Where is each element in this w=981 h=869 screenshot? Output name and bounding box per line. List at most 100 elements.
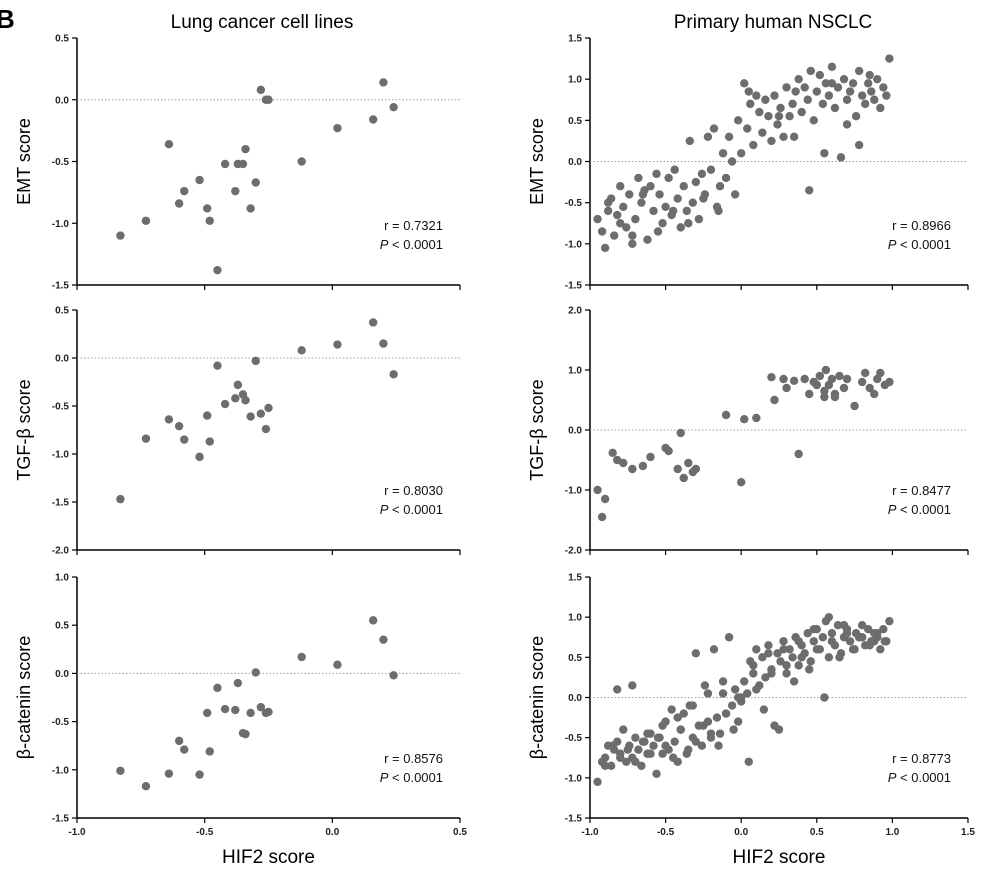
data-point xyxy=(297,157,306,166)
data-point xyxy=(673,713,682,722)
data-point xyxy=(744,757,753,766)
data-point xyxy=(593,777,602,787)
data-point xyxy=(860,99,870,109)
data-point xyxy=(203,204,212,213)
data-point xyxy=(805,389,814,399)
data-point xyxy=(839,621,849,630)
y-tick-label: 0.0 xyxy=(568,693,582,704)
data-point xyxy=(637,761,646,770)
data-point xyxy=(616,753,625,762)
data-point xyxy=(774,725,784,734)
data-point xyxy=(815,70,825,80)
data-point xyxy=(721,173,731,183)
data-point xyxy=(857,377,867,387)
data-point xyxy=(803,95,812,104)
data-point xyxy=(608,448,617,457)
data-point xyxy=(628,681,637,690)
scatter-plot-5: 1.0 0.5 0.0 -0.5 -1.0 -1.5 -1.0 -0.5 0.0 0.5 β-cat… xyxy=(14,573,467,869)
data-point xyxy=(658,721,667,730)
data-point xyxy=(845,637,855,646)
data-point xyxy=(776,657,785,666)
data-point xyxy=(241,396,250,405)
data-point xyxy=(600,753,610,762)
data-point xyxy=(699,721,708,730)
data-point xyxy=(368,318,378,327)
data-point xyxy=(785,645,794,654)
data-point xyxy=(850,401,859,411)
data-point xyxy=(809,625,818,634)
data-point xyxy=(773,120,782,129)
data-point xyxy=(613,210,622,220)
data-point xyxy=(246,412,255,421)
x-tick-label: -0.5 xyxy=(657,827,675,838)
data-point xyxy=(767,373,776,382)
data-point xyxy=(593,214,602,224)
data-point xyxy=(867,87,876,96)
data-point xyxy=(885,616,894,626)
data-point xyxy=(241,144,250,154)
data-point xyxy=(835,371,844,381)
data-point xyxy=(797,107,806,117)
scatter-plot-2: 1.5 1.0 0.5 0.0 -0.5 -1.0 -1.5 EMT score r = 0.8… xyxy=(527,34,969,292)
data-point xyxy=(876,645,885,654)
data-point xyxy=(141,216,151,225)
data-point xyxy=(631,214,640,224)
data-point xyxy=(767,669,776,678)
data-point xyxy=(597,512,607,522)
y-tick-label: 2.0 xyxy=(568,306,582,317)
data-point xyxy=(724,132,734,141)
data-point xyxy=(256,702,266,712)
data-point xyxy=(616,182,625,191)
data-point xyxy=(246,708,255,718)
data-point xyxy=(718,677,728,686)
data-point xyxy=(773,649,782,658)
correlation-r: r = 0.8477 xyxy=(892,483,951,498)
data-point xyxy=(865,383,874,393)
data-point xyxy=(709,645,719,654)
data-point xyxy=(824,91,834,100)
data-point xyxy=(803,629,812,638)
data-point xyxy=(744,87,753,96)
data-point xyxy=(256,85,266,95)
data-point xyxy=(174,736,184,746)
data-point xyxy=(619,202,628,211)
data-point xyxy=(809,116,818,125)
y-tick-label: -1.5 xyxy=(52,498,70,509)
data-point xyxy=(870,637,879,646)
data-point xyxy=(818,633,828,642)
data-point xyxy=(691,649,701,658)
data-point xyxy=(205,437,214,446)
data-point xyxy=(812,380,821,390)
y-tick-label: 0.5 xyxy=(55,621,69,632)
data-point xyxy=(628,464,637,474)
y-axis-label: TGF-β score xyxy=(14,379,34,480)
correlation-r: r = 0.8030 xyxy=(384,483,443,498)
data-point xyxy=(653,733,663,742)
data-point xyxy=(782,669,791,678)
data-point xyxy=(619,458,628,468)
data-point xyxy=(297,346,306,355)
data-point xyxy=(333,340,342,349)
data-point xyxy=(885,377,894,387)
y-tick-label: 1.0 xyxy=(568,366,582,377)
data-point xyxy=(195,770,204,779)
x-tick-label: 1.5 xyxy=(961,827,975,838)
data-point xyxy=(842,629,852,638)
p-value: P < 0.0001 xyxy=(888,502,951,517)
data-point xyxy=(195,175,204,185)
data-point xyxy=(746,99,755,109)
data-point xyxy=(761,673,770,682)
y-tick-label: -1.0 xyxy=(565,239,583,250)
data-point xyxy=(820,386,829,396)
data-point xyxy=(164,140,174,149)
data-point xyxy=(827,374,837,384)
data-point xyxy=(231,186,240,196)
data-point xyxy=(625,190,634,199)
p-value: P < 0.0001 xyxy=(380,502,443,517)
data-point xyxy=(379,339,388,348)
data-point xyxy=(638,461,648,471)
data-point xyxy=(842,374,852,384)
correlation-r: r = 0.7321 xyxy=(384,218,443,233)
data-point xyxy=(251,356,260,366)
y-tick-label: 0.5 xyxy=(55,34,69,45)
